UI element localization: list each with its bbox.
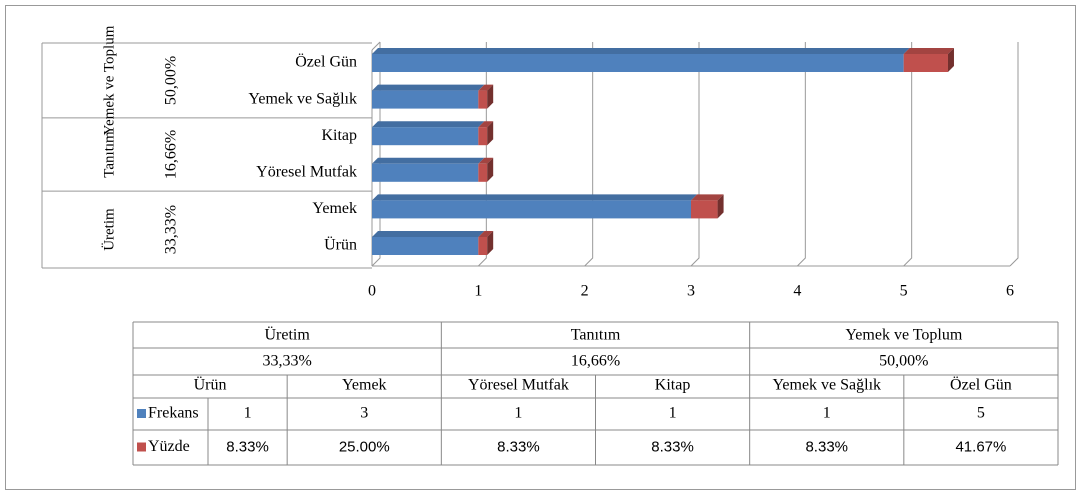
bar-side (947, 48, 954, 72)
bar (903, 54, 948, 72)
grid-line (690, 42, 700, 267)
table-value: 8.33% (226, 438, 269, 455)
table-value: 8.33% (497, 438, 540, 455)
bar (372, 127, 479, 146)
legend-label: Frekans (148, 405, 199, 422)
bar (691, 200, 718, 219)
group-percent: 50,00% (163, 56, 180, 105)
grid-line (903, 42, 913, 267)
table-value: 1 (823, 405, 831, 422)
x-tick-label: 1 (474, 283, 482, 300)
table-value: 1 (514, 405, 522, 422)
legend-label: Yüzde (148, 438, 190, 455)
bar-top (372, 121, 485, 128)
category-label: Özel Gün (295, 53, 357, 71)
table-value: 25.00% (339, 438, 390, 455)
bar-side (487, 231, 494, 255)
bar-top (372, 194, 697, 201)
bar-top (478, 84, 494, 91)
group-label: Üretim (100, 208, 117, 251)
bar (372, 90, 479, 109)
x-tick-label: 5 (900, 283, 908, 300)
table-value: 5 (977, 405, 985, 422)
legend-swatch (137, 442, 146, 452)
table-category: Özel Gün (950, 376, 1012, 394)
x-tick-label: 0 (368, 283, 376, 300)
grid-line (796, 42, 806, 267)
table-group: Yemek ve Toplum (845, 327, 963, 344)
grid-line (584, 42, 594, 267)
frame (5, 5, 1076, 490)
group-label: Tanıtım (101, 131, 117, 178)
table-percent: 50,00% (879, 353, 928, 370)
table-category: Yöresel Mutfak (468, 377, 569, 394)
table-value: 1 (669, 405, 677, 422)
table-category: Ürün (194, 376, 227, 394)
group-percent: 16,66% (163, 130, 180, 179)
table-group: Üretim (265, 326, 311, 344)
bar-top (691, 194, 724, 201)
bar-top (372, 48, 910, 54)
table-percent: 16,66% (571, 353, 620, 370)
grid-line (1009, 42, 1019, 267)
table-group: Tanıtım (571, 327, 621, 344)
bar (372, 163, 479, 182)
category-label: Yöresel Mutfak (256, 163, 357, 180)
table-value: 3 (360, 405, 368, 422)
x-tick-label: 3 (687, 283, 695, 300)
category-label: Yemek (312, 200, 357, 217)
bar-top (372, 157, 485, 164)
bar (478, 237, 488, 255)
bar-top (478, 121, 494, 128)
bar-top (372, 231, 485, 237)
grid-line (477, 42, 487, 267)
bar (372, 237, 479, 255)
table-value: 8.33% (651, 438, 694, 455)
bar (478, 127, 488, 146)
bar (478, 163, 488, 182)
category-label: Ürün (324, 236, 357, 254)
table-value: 1 (244, 405, 252, 422)
group-percent: 33,33% (163, 205, 180, 254)
bar-top (478, 157, 494, 164)
table-category: Kitap (655, 377, 691, 394)
table-category: Yemek ve Sağlık (772, 377, 881, 394)
legend-swatch (137, 409, 146, 418)
table-category: Yemek (342, 377, 387, 394)
bar (372, 200, 691, 219)
x-tick-label: 2 (581, 283, 589, 300)
bar-top (478, 231, 494, 237)
x-tick-label: 4 (793, 283, 801, 300)
table-value: 8.33% (805, 438, 848, 455)
bar-top (903, 48, 954, 54)
bar-side (487, 157, 494, 182)
bar-side (487, 84, 494, 109)
table-value: 41.67% (955, 438, 1006, 455)
x-tick-label: 6 (1006, 283, 1014, 300)
floor-line (371, 41, 381, 51)
bar-top (372, 84, 485, 91)
bar (372, 54, 904, 72)
table-percent: 33,33% (263, 353, 312, 370)
group-label: Yemek ve Toplum (101, 25, 117, 135)
category-label: Kitap (321, 127, 357, 144)
bar (478, 90, 488, 109)
category-label: Yemek ve Sağlık (248, 90, 357, 107)
bar-side (717, 194, 724, 219)
bar-side (487, 121, 494, 146)
grid-line (371, 42, 381, 267)
